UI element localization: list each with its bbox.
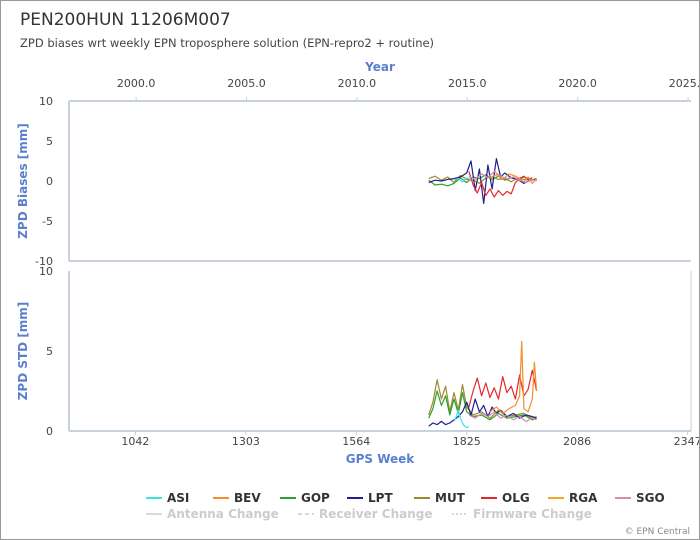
- change-legend-label[interactable]: Antenna Change: [167, 507, 279, 521]
- series-line-asi: [453, 177, 472, 183]
- std-y-tick-label: 10: [39, 265, 53, 278]
- change-legend: Antenna Change Receiver Change Firmware Ch…: [146, 507, 592, 521]
- bias-y-ticks: 10 5 0 -5 -10: [35, 95, 53, 268]
- bias-y-tick-label: -10: [35, 255, 53, 268]
- std-y-tick-label: 5: [46, 345, 53, 358]
- gps-week-tick-label: 2347: [674, 435, 699, 448]
- legend-label-mut[interactable]: MUT: [435, 491, 466, 505]
- gps-week-tick-label: 1825: [453, 435, 481, 448]
- year-tick-label: 2020.0: [558, 77, 597, 90]
- series-line-sgo: [468, 411, 537, 422]
- legend: ASI BEV GOP LPT MUT OLG RGA SGO: [146, 491, 665, 505]
- series-line-asi: [453, 409, 470, 429]
- gps-week-tick-label: 1564: [342, 435, 370, 448]
- year-ticks: 2000.0 2005.0 2010.0 2015.0 2020.0 2025.0: [117, 77, 699, 101]
- legend-label-bev[interactable]: BEV: [234, 491, 261, 505]
- gps-week-tick-label: 2086: [563, 435, 591, 448]
- std-y-axis-title: ZPD STD [mm]: [16, 302, 30, 401]
- std-series: [428, 340, 538, 429]
- gps-week-tick-label: 1042: [121, 435, 149, 448]
- series-line-gop: [428, 390, 537, 421]
- legend-label-lpt[interactable]: LPT: [368, 491, 393, 505]
- bias-y-tick-label: -5: [42, 215, 53, 228]
- std-y-tick-label: 0: [46, 425, 53, 438]
- legend-label-gop[interactable]: GOP: [301, 491, 330, 505]
- legend-label-asi[interactable]: ASI: [167, 491, 189, 505]
- std-plot-area: [69, 271, 691, 431]
- legend-label-olg[interactable]: OLG: [502, 491, 530, 505]
- std-panel: 1042 1303 1564 1825 2086 2347 10 5 0 GPS Week Z…: [16, 265, 699, 466]
- series-line-olg: [468, 171, 533, 198]
- credit-text: © EPN Central: [625, 527, 690, 537]
- series-line-lpt: [428, 158, 537, 204]
- bias-y-tick-label: 0: [46, 175, 53, 188]
- year-tick-label: 2000.0: [117, 77, 156, 90]
- legend-label-sgo[interactable]: SGO: [636, 491, 665, 505]
- bias-panel: 2000.0 2005.0 2010.0 2015.0 2020.0 2025.0 10 5…: [16, 60, 699, 268]
- series-line-olg: [468, 369, 538, 408]
- gps-week-axis-title: GPS Week: [346, 452, 416, 466]
- legend-label-rga[interactable]: RGA: [569, 491, 598, 505]
- chart-title: PEN200HUN 11206M007: [20, 10, 231, 30]
- bias-series: [428, 158, 538, 204]
- series-line-lpt: [428, 398, 537, 427]
- gps-week-tick-label: 1303: [232, 435, 260, 448]
- series-line-bev: [489, 340, 538, 414]
- gps-week-ticks: 1042 1303 1564 1825 2086 2347: [121, 431, 699, 448]
- change-legend-label[interactable]: Receiver Change: [319, 507, 433, 521]
- change-legend-label[interactable]: Firmware Change: [473, 507, 592, 521]
- bias-y-axis-title: ZPD Biases [mm]: [16, 123, 30, 239]
- year-tick-label: 2005.0: [227, 77, 266, 90]
- bias-y-tick-label: 10: [39, 95, 53, 108]
- std-y-ticks: 10 5 0: [39, 265, 53, 438]
- year-tick-label: 2010.0: [338, 77, 377, 90]
- year-axis-title: Year: [364, 60, 395, 74]
- bias-plot-area: [69, 101, 691, 261]
- year-tick-label: 2015.0: [448, 77, 487, 90]
- bias-y-tick-label: 5: [46, 135, 53, 148]
- year-tick-label: 2025.0: [669, 77, 699, 90]
- chart-subtitle: ZPD biases wrt weekly EPN troposphere so…: [20, 36, 434, 50]
- series-line-sgo: [468, 170, 537, 184]
